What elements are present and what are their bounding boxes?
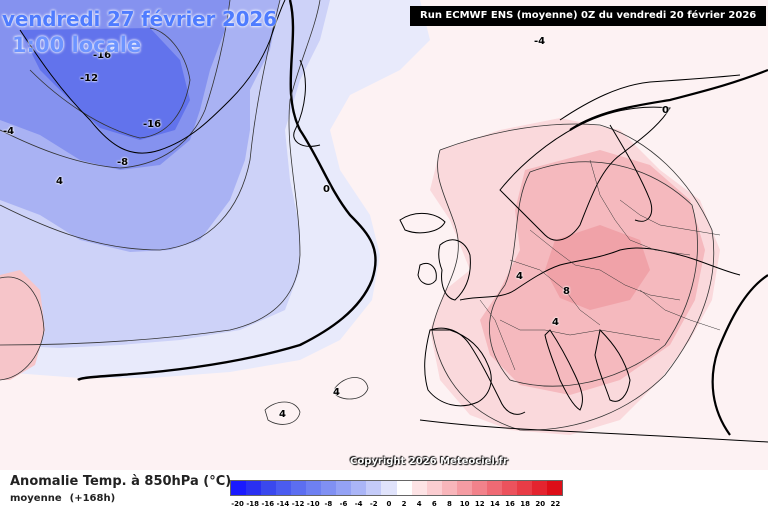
color-swatch <box>396 481 412 495</box>
contour-label: 4 <box>279 409 286 420</box>
color-scale-tick-label: 14 <box>490 500 500 508</box>
anomaly-zone-left-pink <box>0 270 45 380</box>
contour-label: 4 <box>552 317 559 328</box>
color-scale-tick-label: 6 <box>431 500 437 508</box>
legend-lead-label: (+168h) <box>69 493 116 504</box>
legend-title: Anomalie Temp. à 850hPa (°C) <box>10 474 232 489</box>
contour-label: 4 <box>56 176 63 187</box>
color-swatch <box>321 481 337 495</box>
color-scale-tick-label: -14 <box>276 500 290 508</box>
color-swatch <box>426 481 442 495</box>
color-scale-tick-label: 10 <box>459 500 470 508</box>
color-swatch <box>441 481 457 495</box>
color-scale-tick-label: -8 <box>324 500 333 508</box>
color-swatch <box>291 481 307 495</box>
color-scale-tick-label: -6 <box>339 500 348 508</box>
contour-label: -16 <box>143 119 162 130</box>
color-scale-bar <box>230 480 563 496</box>
color-scale-tick-label: 20 <box>535 500 546 508</box>
color-swatch <box>501 481 517 495</box>
contour-label: -8 <box>117 157 129 168</box>
contour-label: -4 <box>534 36 546 47</box>
legend-subtitle: moyenne (+168h) <box>10 493 123 504</box>
color-scale-tick-label: 18 <box>520 500 531 508</box>
contour-label: 4 <box>333 387 340 398</box>
zero-isoline-east <box>711 274 768 436</box>
anomaly-zone-europe-deep-pink <box>545 225 650 310</box>
contour-label: -4 <box>3 126 15 137</box>
color-scale-tick-label: 4 <box>416 500 422 508</box>
anomaly-zone-darkest-blue <box>20 28 190 140</box>
color-scale-tick-label: 22 <box>550 500 561 508</box>
color-scale-tick-label: -4 <box>354 500 363 508</box>
color-scale-tick-label: -10 <box>306 500 320 508</box>
contour-label: 4 <box>516 271 523 282</box>
color-scale-tick-label: -2 <box>369 500 378 508</box>
color-swatch <box>381 481 397 495</box>
color-swatch <box>411 481 427 495</box>
forecast-time: 1:00 locale <box>12 33 142 57</box>
color-swatch <box>306 481 322 495</box>
map-canvas <box>0 0 768 470</box>
zero-isoline <box>77 0 377 382</box>
color-swatch <box>366 481 382 495</box>
contour-label: 0 <box>662 105 669 116</box>
color-swatch <box>486 481 502 495</box>
color-scale-ticks: -20 -18 -16 -14 -12 -10 -8 -6 -4 -2 0 2 4 6 8 10 12 14 16 1… <box>230 500 563 510</box>
contour-label: 8 <box>563 286 570 297</box>
color-scale-tick-label: 2 <box>401 500 407 508</box>
color-swatch <box>276 481 292 495</box>
forecast-date: vendredi 27 février 2026 <box>2 7 277 31</box>
country-borders <box>479 159 721 371</box>
run-info-banner: Run ECMWF ENS (moyenne) 0Z du vendredi 2… <box>410 6 766 26</box>
color-scale-tick-label: 8 <box>447 500 452 508</box>
contour-lines <box>0 0 715 431</box>
temperature-anomaly-map: -16 -12 -16 -8 -4 -4 4 0 0 4 8 4 4 4 ven… <box>0 0 768 470</box>
copyright-notice: Copyright 2026 Meteociel.fr <box>350 456 508 467</box>
color-swatch <box>231 481 247 495</box>
color-scale-tick-label: 16 <box>505 500 515 508</box>
legend-panel: Anomalie Temp. à 850hPa (°C) moyenne (+16… <box>0 470 768 512</box>
color-swatch <box>546 481 563 495</box>
color-scale-tick-label: 0 <box>386 500 392 508</box>
color-scale-tick-label: -12 <box>291 500 305 508</box>
contour-label: -16 <box>93 50 112 61</box>
zero-isoline-north <box>569 68 768 131</box>
color-swatch <box>471 481 487 495</box>
contour-label: 0 <box>323 184 330 195</box>
color-swatch <box>336 481 352 495</box>
color-swatch <box>531 481 547 495</box>
legend-mean-label: moyenne <box>10 493 62 504</box>
coastlines <box>19 0 768 443</box>
color-swatch <box>261 481 277 495</box>
contour-label: -12 <box>80 73 99 84</box>
color-swatch <box>246 481 262 495</box>
color-scale-tick-label: 12 <box>474 500 485 508</box>
color-scale-tick-label: -16 <box>261 500 275 508</box>
color-swatch <box>351 481 367 495</box>
color-scale-tick-label: -18 <box>246 500 260 508</box>
color-swatch <box>516 481 532 495</box>
color-scale-tick-label: -20 <box>231 500 244 508</box>
color-swatch <box>456 481 472 495</box>
